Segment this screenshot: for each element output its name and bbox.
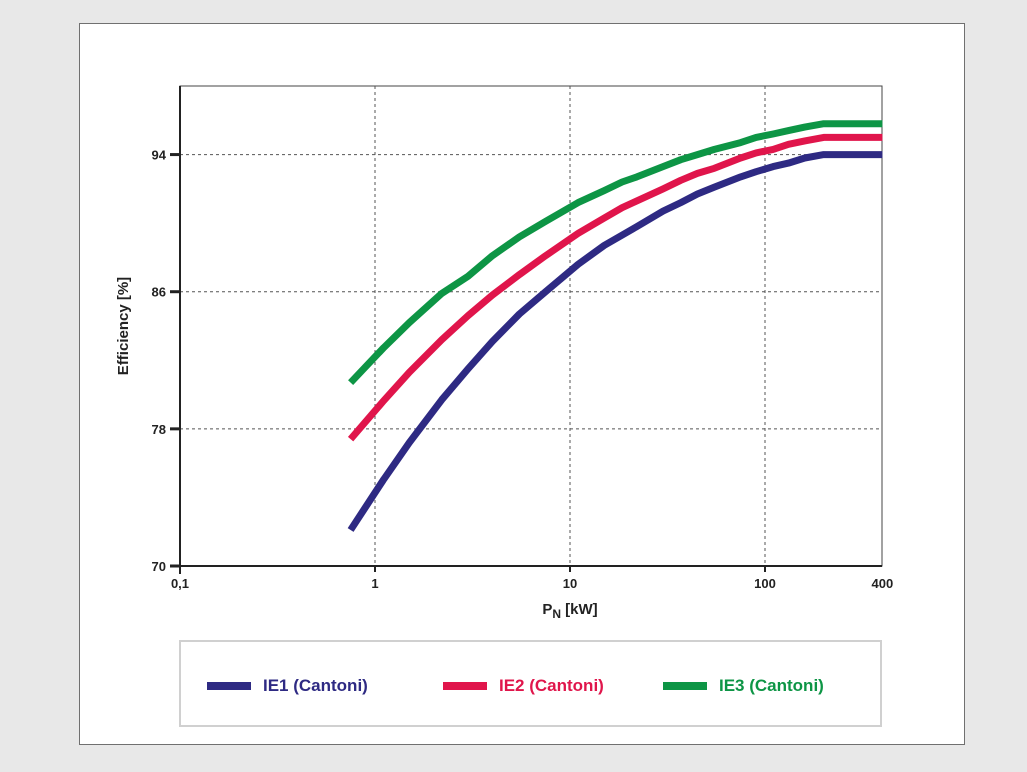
legend-item-ie3: IE3 (Cantoni) <box>663 676 824 696</box>
plot-area <box>179 85 883 567</box>
legend-swatch-ie2 <box>443 682 487 690</box>
x-tick-label: 10 <box>563 576 577 591</box>
x-tick-label: 1 <box>371 576 378 591</box>
y-tick-label: 94 <box>152 148 167 163</box>
x-tick-label: 400 <box>872 576 894 591</box>
x-tick-label: 100 <box>754 576 776 591</box>
legend-label-ie3: IE3 (Cantoni) <box>719 676 824 695</box>
legend-label-ie2: IE2 (Cantoni) <box>499 676 604 695</box>
series-line-1 <box>347 151 883 532</box>
y-axis-label: Efficiency [%] <box>115 277 132 375</box>
legend-item-ie1: IE1 (Cantoni) <box>207 676 368 696</box>
tick-labels: 70 78 86 94 0,1 1 10 100 400 <box>152 148 894 591</box>
series-line-2 <box>347 133 883 442</box>
x-tick-label: 0,1 <box>171 576 189 591</box>
series-lines <box>347 120 883 532</box>
legend-swatch-ie1 <box>207 682 251 690</box>
y-tick-label: 78 <box>152 422 166 437</box>
legend-item-ie2: IE2 (Cantoni) <box>443 676 604 696</box>
legend-swatch-ie3 <box>663 682 707 690</box>
axes <box>170 86 882 574</box>
y-tick-label: 70 <box>152 559 166 574</box>
legend: IE1 (Cantoni) IE2 (Cantoni) IE3 (Cantoni… <box>179 640 882 727</box>
x-axis-label: PN [kW] <box>542 601 597 621</box>
series-line-3 <box>348 120 883 386</box>
y-tick-label: 86 <box>152 285 166 300</box>
legend-label-ie1: IE1 (Cantoni) <box>263 676 368 695</box>
